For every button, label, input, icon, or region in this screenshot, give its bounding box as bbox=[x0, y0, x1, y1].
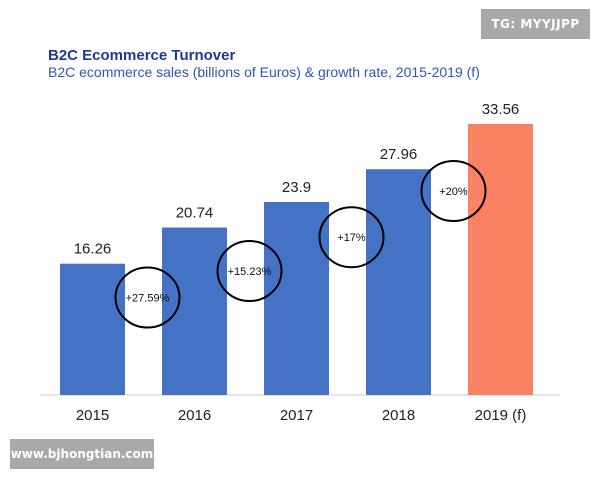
growth-circle-3 bbox=[318, 206, 385, 269]
growth-rate-label-4: +20% bbox=[439, 186, 468, 198]
chart-title: B2C Ecommerce Turnover bbox=[48, 47, 236, 64]
value-label-2015: 16.26 bbox=[74, 241, 112, 258]
x-tick-label-2016: 2016 bbox=[178, 407, 211, 424]
x-tick-label-2015: 2015 bbox=[76, 407, 109, 424]
value-label-2019 (f): 33.56 bbox=[482, 101, 520, 118]
watermark-badge: TG: MYYJJPP bbox=[481, 9, 590, 39]
value-label-2017: 23.9 bbox=[282, 179, 311, 196]
growth-rate-label-1: +27.59% bbox=[126, 293, 170, 305]
growth-circle-4 bbox=[420, 160, 487, 222]
x-tick-label-2019 (f): 2019 (f) bbox=[475, 407, 527, 424]
bar-2018 bbox=[366, 169, 431, 395]
x-tick-label-2017: 2017 bbox=[280, 407, 313, 424]
bar-2019 (f) bbox=[468, 124, 533, 395]
x-tick-label-2018: 2018 bbox=[382, 407, 415, 424]
chart-subtitle: B2C ecommerce sales (billions of Euros) … bbox=[48, 64, 480, 80]
growth-rate-label-2: +15.23% bbox=[228, 266, 272, 278]
growth-circle-1 bbox=[114, 266, 181, 329]
bar-2016 bbox=[162, 227, 227, 395]
bar-2017 bbox=[264, 202, 329, 395]
website-watermark: www.bjhongtian.com bbox=[10, 439, 154, 469]
bar-2015 bbox=[60, 263, 125, 395]
value-label-2016: 20.74 bbox=[176, 205, 214, 222]
value-label-2018: 27.96 bbox=[380, 146, 418, 163]
growth-circle-2 bbox=[216, 240, 283, 303]
growth-rate-label-3: +17% bbox=[337, 232, 366, 244]
